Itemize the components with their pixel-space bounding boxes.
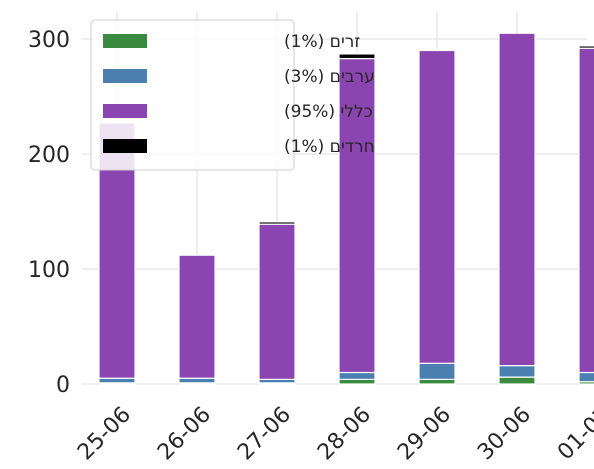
x-tick-label-26-06: 26-06 [153,402,216,465]
bar-segment-29-06-series-2 [418,49,456,364]
legend-label-3: חרדים (1%) [284,137,375,157]
bar-segment-30-06-series-2 [498,32,536,367]
x-tick-label-01-07: 01-07 [553,402,594,465]
bar-segment-28-06-series-1 [338,371,376,381]
x-axis: 25-06 26-06 27-06 28-06 29-06 30-06 01-07 [73,402,594,465]
legend: זרים (1%) ערבים (3%) כללי (95%) חרדים (1%) [90,19,375,171]
bar-segment-01-07-series-2 [578,47,594,374]
y-axis: 0 100 200 300 [28,28,70,398]
bar-segment-29-06-series-1 [418,362,456,380]
legend-swatch-3 [103,139,147,153]
bar-segment-27-06-series-2 [258,223,296,380]
bar-segment-27-06-series-3 [258,221,296,225]
y-tick-label-200: 200 [28,143,70,168]
x-tick-label-30-06: 30-06 [473,402,536,465]
bar-segment-30-06-series-1 [498,365,536,378]
bar-segment-29-06-series-0 [418,378,456,385]
bar-segment-28-06-series-0 [338,378,376,385]
y-tick-label-0: 0 [56,373,70,398]
legend-swatch-0 [103,34,147,48]
legend-swatch-1 [103,69,147,83]
bar-segment-30-06-series-0 [498,376,536,385]
legend-swatch-2 [103,104,147,118]
x-tick-label-28-06: 28-06 [313,402,376,465]
bar-segment-26-06-series-1 [178,377,216,384]
bar-segment-28-06-series-3 [338,53,376,60]
x-tick-label-25-06: 25-06 [73,402,136,465]
legend-label-2: כללי (95%) [284,102,373,122]
y-tick-label-300: 300 [28,28,70,53]
legend-box [90,19,295,171]
bar-segment-01-07-series-3 [578,45,594,49]
bar-segment-01-07-series-1 [578,371,594,383]
legend-label-0: זרים (1%) [284,32,360,52]
legend-label-1: ערבים (3%) [284,67,375,87]
x-tick-label-29-06: 29-06 [393,402,456,465]
bar-segment-26-06-series-2 [178,254,216,379]
y-tick-label-100: 100 [28,258,70,283]
x-tick-label-27-06: 27-06 [233,402,296,465]
bar-segment-01-07-series-0 [578,381,594,385]
bar-segment-25-06-series-1 [98,377,136,384]
